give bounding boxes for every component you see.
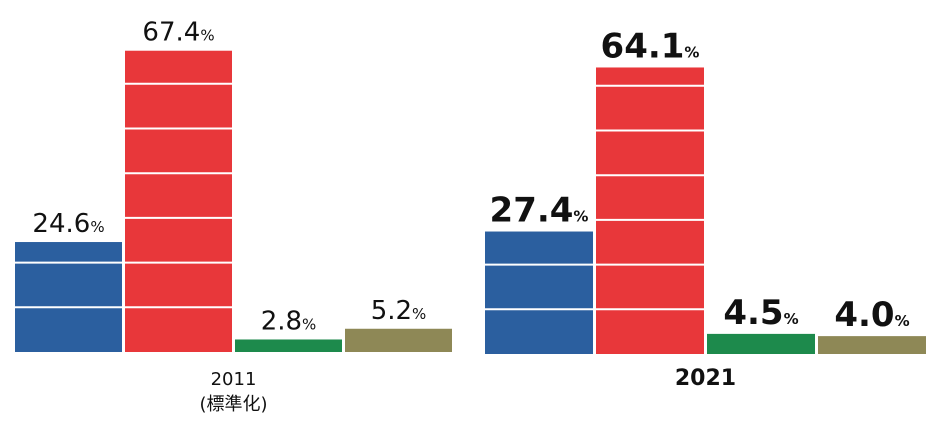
value-label: 5.2% — [371, 296, 427, 326]
bar — [345, 328, 452, 352]
bar — [596, 67, 704, 355]
value-label: 24.6% — [32, 209, 104, 239]
value-label: 64.1% — [601, 26, 700, 66]
bar — [818, 336, 926, 354]
x-tick-label: 2011 — [211, 369, 257, 390]
value-label: 4.5% — [723, 293, 798, 333]
value-label: 27.4% — [490, 191, 589, 231]
value-label: 2.8% — [261, 306, 317, 336]
bar — [707, 333, 815, 354]
bar — [235, 339, 342, 352]
bar — [485, 231, 593, 354]
value-label: 67.4% — [142, 18, 214, 48]
x-tick-note: (標準化) — [199, 394, 267, 415]
bar — [15, 242, 122, 352]
x-tick-label: 2021 — [675, 366, 736, 391]
bar — [125, 50, 232, 353]
value-label: 4.0% — [834, 295, 909, 335]
